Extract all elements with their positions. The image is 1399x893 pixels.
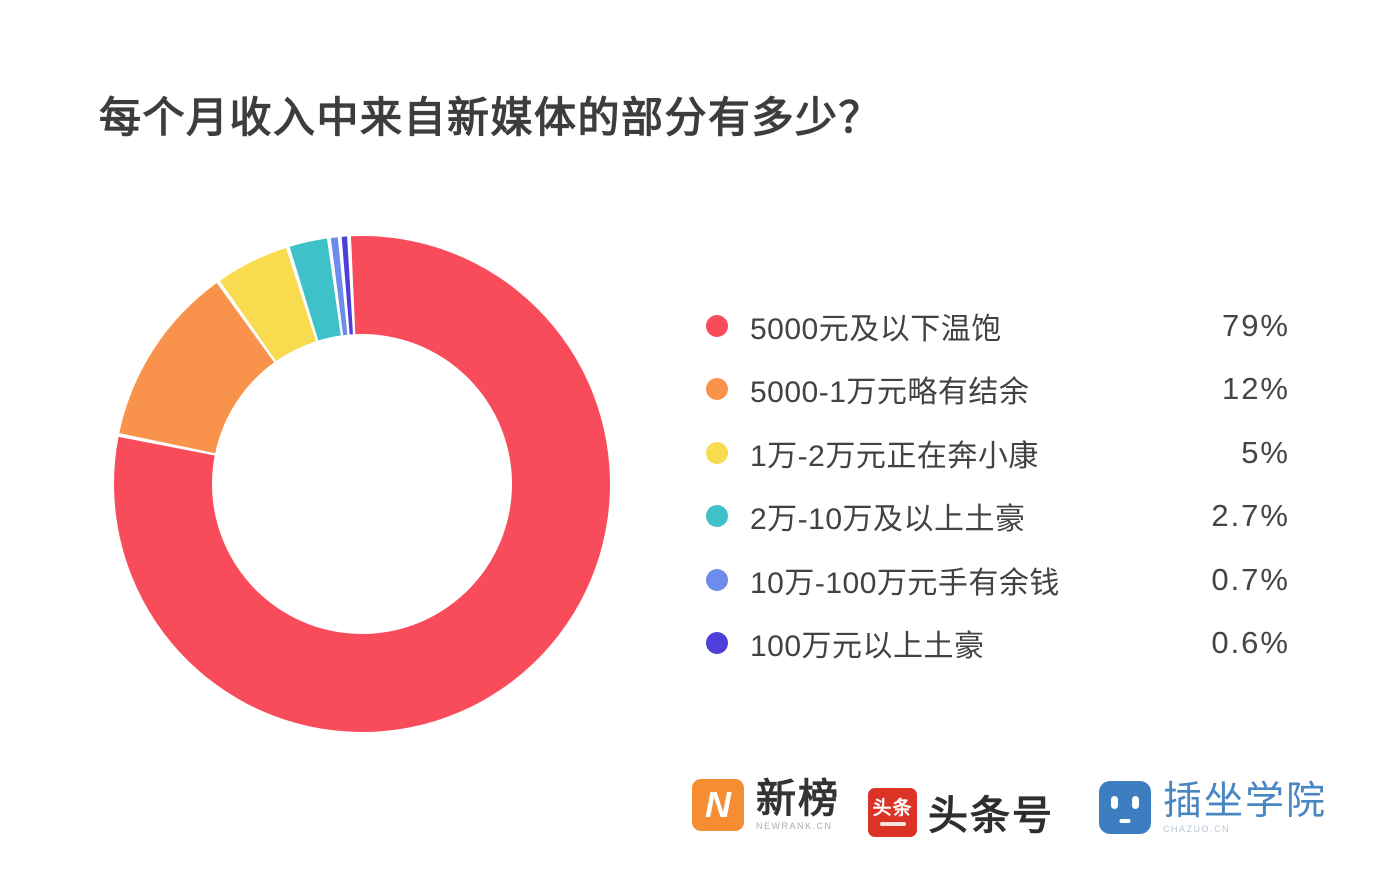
chart-legend: 5000元及以下温饱 79% 5000-1万元略有结余 12% 1万-2万元正在…: [706, 294, 1290, 675]
donut-segments: [114, 236, 611, 733]
legend-label: 1万-2万元正在奔小康: [750, 439, 1039, 473]
legend-value: 12%: [1221, 371, 1290, 407]
legend-value: 0.6%: [1211, 625, 1290, 661]
legend-label: 100万元以上土豪: [750, 630, 985, 664]
legend-label: 5000元及以下温饱: [750, 312, 1002, 346]
donut-segment: [119, 282, 275, 454]
legend-dot-icon: [706, 568, 728, 591]
donut-segment: [330, 237, 348, 336]
legend-value: 5%: [1241, 434, 1290, 470]
legend-dot-icon: [706, 441, 728, 464]
legend-value: 0.7%: [1211, 561, 1290, 597]
legend-item: 2万-10万及以上土豪 2.7%: [706, 485, 1290, 549]
legend-label: 10万-100万元手有余钱: [750, 566, 1060, 600]
donut-segment: [114, 236, 611, 733]
donut-segment: [219, 247, 317, 362]
legend-item: 5000-1万元略有结余 12%: [706, 358, 1290, 422]
page-title: 每个月收入中来自新媒体的部分有多少？: [99, 94, 883, 141]
legend-label: 2万-10万及以上土豪: [750, 503, 1026, 537]
legend-dot-icon: [706, 378, 728, 401]
legend-value: 79%: [1221, 307, 1290, 343]
legend-item: 10万-100万元手有余钱 0.7%: [706, 548, 1290, 612]
legend-dot-icon: [706, 632, 728, 655]
legend-dot-icon: [706, 505, 728, 528]
legend-label: 5000-1万元略有结余: [750, 376, 1030, 410]
legend-item: 100万元以上土豪 0.6%: [706, 612, 1290, 676]
legend-item: 1万-2万元正在奔小康 5%: [706, 421, 1290, 485]
legend-dot-icon: [706, 314, 728, 337]
legend-value: 2.7%: [1211, 498, 1290, 534]
donut-segment: [289, 238, 341, 341]
legend-item: 5000元及以下温饱 79%: [706, 294, 1290, 358]
donut-segment: [341, 236, 353, 335]
